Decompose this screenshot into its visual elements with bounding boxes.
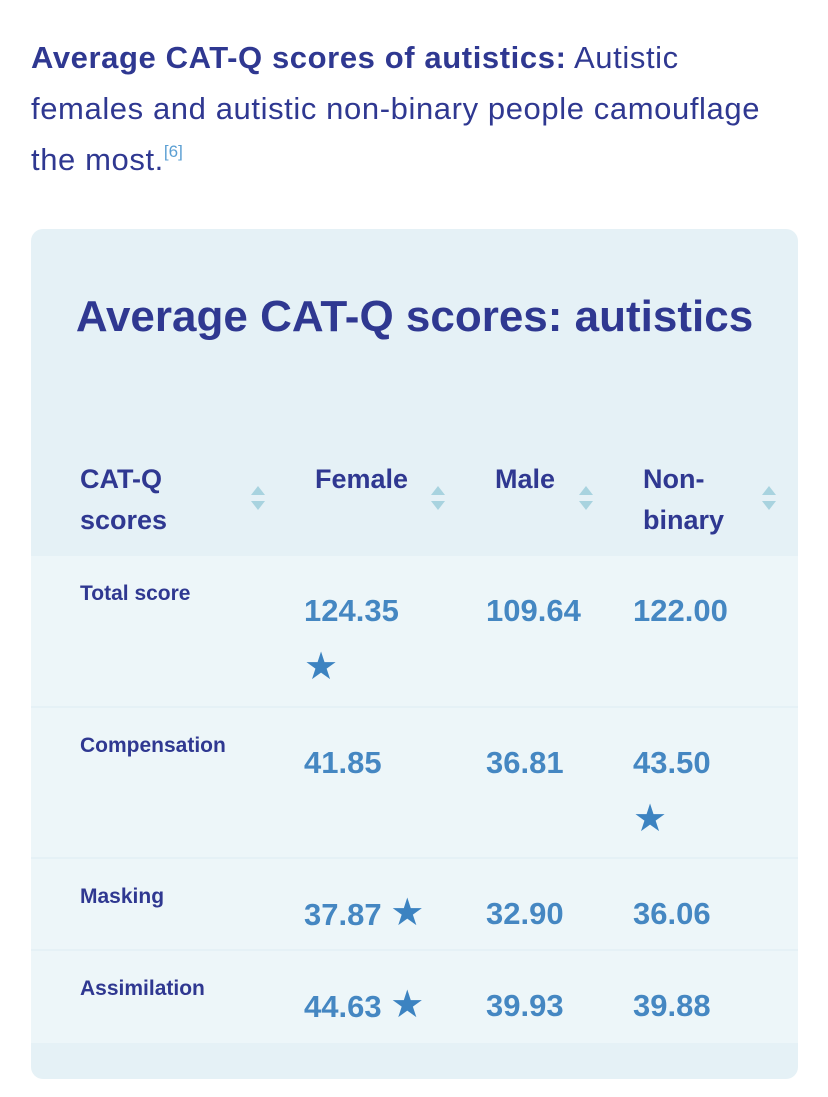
table-row: Total score 124.35 ★ 109.64 122.00 xyxy=(31,556,798,706)
table-row: Masking 37.87 ★ 32.90 36.06 xyxy=(31,859,798,949)
row-label: Total score xyxy=(80,582,191,605)
sort-arrows-icon[interactable] xyxy=(251,486,265,510)
intro-text: Autistic females and autistic non-binary… xyxy=(31,40,761,177)
female-value: 41.85 xyxy=(304,745,382,780)
header-label: CAT-Q scores xyxy=(80,464,168,535)
star-icon: ★ xyxy=(390,984,425,1026)
female-value: 124.35 ★ xyxy=(304,593,399,688)
citation-link[interactable]: [6] xyxy=(163,142,183,161)
scores-table-card: Average CAT-Q scores: autistics CAT-Q sc… xyxy=(31,229,798,1079)
table-row: Compensation 41.85 36.81 43.50 ★ xyxy=(31,708,798,857)
intro-paragraph: Average CAT-Q scores of autistics: Autis… xyxy=(31,32,791,185)
sort-arrows-icon[interactable] xyxy=(431,486,445,510)
row-label: Compensation xyxy=(80,734,226,757)
female-value: 44.63 ★ xyxy=(304,984,425,1026)
sort-arrows-icon[interactable] xyxy=(762,486,776,510)
male-value: 32.90 xyxy=(486,896,564,931)
star-icon: ★ xyxy=(633,798,668,840)
row-label: Assimilation xyxy=(80,977,205,1000)
male-value: 36.81 xyxy=(486,745,564,780)
table-title: Average CAT-Q scores: autistics xyxy=(75,292,754,341)
star-icon: ★ xyxy=(390,892,425,934)
nonbinary-value: 39.88 xyxy=(633,988,711,1023)
male-value: 109.64 xyxy=(486,593,581,628)
nonbinary-value: 122.00 xyxy=(633,593,728,628)
header-catq-scores[interactable]: CAT-Q scores xyxy=(80,459,230,541)
table-row: Assimilation 44.63 ★ 39.93 39.88 xyxy=(31,951,798,1043)
star-icon: ★ xyxy=(304,646,339,688)
nonbinary-value: 36.06 xyxy=(633,896,711,931)
header-label: Male xyxy=(495,464,556,494)
female-value: 37.87 ★ xyxy=(304,892,425,934)
header-label: Non-binary xyxy=(643,464,725,535)
row-label: Masking xyxy=(80,885,165,908)
intro-bold: Average CAT-Q scores of autistics: xyxy=(31,40,567,75)
header-female[interactable]: Female xyxy=(315,459,455,500)
header-male[interactable]: Male xyxy=(495,459,585,500)
sort-arrows-icon[interactable] xyxy=(579,486,593,510)
nonbinary-value: 43.50 ★ xyxy=(633,745,711,840)
male-value: 39.93 xyxy=(486,988,564,1023)
header-nonbinary[interactable]: Non-binary xyxy=(643,459,743,541)
header-label: Female xyxy=(315,464,409,494)
